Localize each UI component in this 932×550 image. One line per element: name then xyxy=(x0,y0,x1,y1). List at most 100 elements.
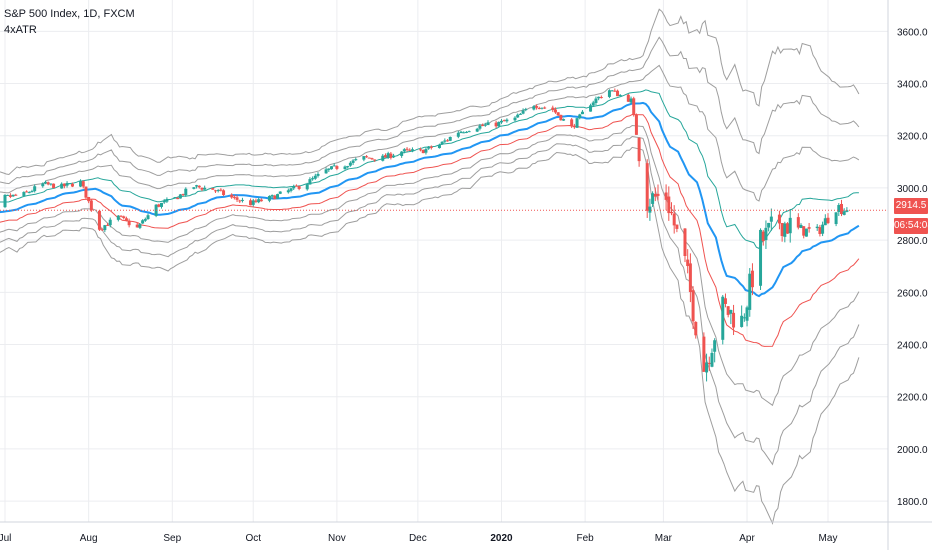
candle-body xyxy=(294,185,298,187)
candle-body xyxy=(119,215,123,217)
candle-body xyxy=(818,227,822,234)
candle-body xyxy=(475,128,479,132)
band-line xyxy=(0,101,860,298)
candle-body xyxy=(30,191,34,193)
candle-body xyxy=(22,192,26,196)
candle-body xyxy=(540,107,544,109)
candle-body xyxy=(607,90,611,97)
candle-body xyxy=(68,183,72,185)
candle-body xyxy=(842,211,846,215)
symbol-title[interactable]: S&P 500 Index, 1D, FXCM xyxy=(4,8,135,20)
time-tick-label: Nov xyxy=(328,533,346,544)
price-tick-label: 3600.0 xyxy=(897,27,928,38)
time-axis[interactable]: Jul Aug Sep Oct Nov Dec 2020 Feb Mar Apr May xyxy=(0,533,837,544)
candle-body xyxy=(335,166,339,169)
candle-body xyxy=(251,200,255,205)
candle-body xyxy=(578,114,582,119)
candle-body xyxy=(802,226,806,236)
candle-body xyxy=(732,312,736,328)
candles[interactable] xyxy=(0,88,849,382)
candle-body xyxy=(723,298,727,304)
price-axis[interactable]: 3600.0 3400.0 3200.0 3000.0 2800.0 2600.0 2400… xyxy=(897,27,928,508)
candle-body xyxy=(499,120,503,123)
candle-body xyxy=(580,111,584,115)
bar-countdown-label: 06:54:08 xyxy=(894,218,932,234)
band-line xyxy=(0,113,860,347)
candle-body xyxy=(348,162,352,166)
time-tick-label: Dec xyxy=(409,533,427,544)
candle-body xyxy=(645,163,649,211)
candle-body xyxy=(616,90,620,97)
candle-body xyxy=(467,131,471,133)
candle-body xyxy=(365,156,369,158)
candle-body xyxy=(367,157,371,159)
band-line xyxy=(0,89,859,250)
candle-body xyxy=(651,193,655,204)
candle-body xyxy=(691,290,695,322)
candle-body xyxy=(200,187,204,190)
candle-body xyxy=(821,224,825,234)
candle-body xyxy=(823,218,827,226)
candle-body xyxy=(176,197,180,200)
candle-body xyxy=(729,309,733,314)
candle-body xyxy=(497,121,501,127)
candle-body xyxy=(192,187,196,189)
candle-body xyxy=(694,321,698,336)
price-tick-label: 2400.0 xyxy=(897,341,928,352)
candle-body xyxy=(543,107,547,109)
candle-body xyxy=(429,146,433,148)
candle-body xyxy=(108,219,112,226)
candle-body xyxy=(124,218,128,221)
candle-body xyxy=(370,158,374,160)
candle-body xyxy=(11,194,15,197)
candle-body xyxy=(116,215,120,220)
candle-body xyxy=(259,199,263,202)
candle-body xyxy=(559,114,563,121)
candle-body xyxy=(254,200,258,202)
candle-body xyxy=(551,107,555,111)
candle-body xyxy=(14,194,18,196)
candle-body xyxy=(591,102,595,106)
candle-body xyxy=(759,229,763,286)
candle-body xyxy=(184,188,188,196)
candle-body xyxy=(629,98,633,103)
candle-body xyxy=(292,186,296,189)
candle-body xyxy=(381,155,385,161)
candle-body xyxy=(481,125,485,127)
candle-body xyxy=(745,307,749,321)
candle-body xyxy=(157,204,161,207)
candle-body xyxy=(97,210,101,230)
candle-body xyxy=(405,148,409,150)
candle-body xyxy=(570,119,574,127)
candle-body xyxy=(419,149,423,151)
candle-body xyxy=(389,153,393,158)
candle-body xyxy=(610,90,614,92)
candle-body xyxy=(286,190,290,193)
candle-body xyxy=(383,155,387,158)
price-tick-label: 3200.0 xyxy=(897,132,928,143)
candle-body xyxy=(683,228,687,257)
indicator-label[interactable]: 4xATR xyxy=(4,24,37,36)
candle-body xyxy=(408,149,412,151)
candle-body xyxy=(160,203,164,207)
candle-body xyxy=(267,196,271,201)
candle-body xyxy=(705,362,709,373)
candle-body xyxy=(313,175,317,179)
candle-body xyxy=(516,114,520,118)
candle-body xyxy=(524,109,528,111)
candle-body xyxy=(783,223,787,237)
candle-body xyxy=(667,196,671,214)
price-tick-label: 2600.0 xyxy=(897,288,928,299)
candle-body xyxy=(89,200,93,211)
candle-body xyxy=(197,185,201,188)
candle-body xyxy=(637,137,641,162)
candle-body xyxy=(65,183,69,186)
candle-body xyxy=(46,182,50,185)
candle-body xyxy=(748,273,752,310)
candle-body xyxy=(79,180,83,187)
candle-body xyxy=(305,184,309,190)
candle-body xyxy=(230,194,234,198)
candle-body xyxy=(799,224,803,228)
candle-body xyxy=(240,199,244,201)
